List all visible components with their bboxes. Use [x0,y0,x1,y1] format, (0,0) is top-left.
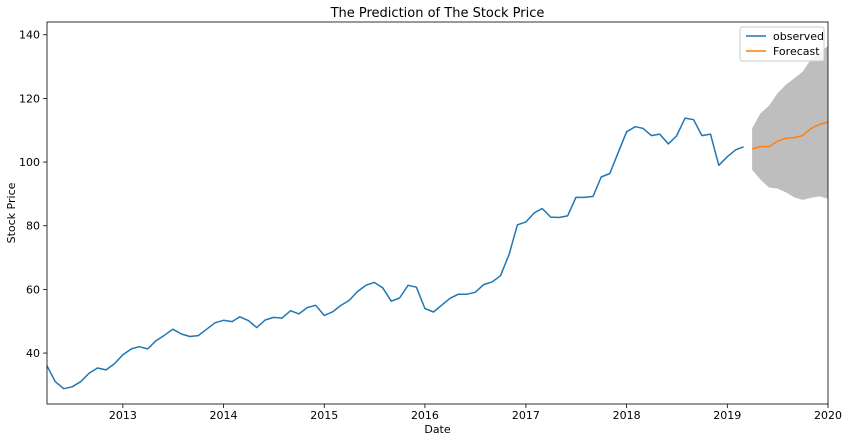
legend: observed Forecast [739,26,825,62]
legend-label-observed: observed [773,30,824,43]
chart-title: The Prediction of The Stock Price [330,6,545,21]
y-tick-label: 140 [19,29,40,42]
forecast-confidence-band [752,45,828,200]
x-tick-label: 2016 [411,409,439,422]
legend-label-forecast: Forecast [773,45,820,58]
x-tick-label: 2020 [814,409,842,422]
x-tick-label: 2019 [713,409,741,422]
y-tick-label: 40 [26,347,40,360]
x-tick-label: 2013 [109,409,137,422]
x-tick-label: 2015 [310,409,338,422]
confidence-interval-layer [752,45,828,200]
x-tick-label: 2014 [210,409,238,422]
y-tick-label: 80 [26,220,40,233]
y-axis: 40 60 80 100 120 140 [19,29,47,360]
y-tick-label: 120 [19,92,40,105]
x-axis: 2013 2014 2015 2016 2017 2018 2019 2020 [109,404,842,422]
x-axis-title: Date [424,423,451,436]
plot-area-frame [46,21,829,405]
series-layer [46,117,829,390]
observed-series-line [46,117,744,390]
x-tick-label: 2018 [613,409,641,422]
y-axis-title: Stock Price [5,182,18,243]
forecast-series-line [751,121,829,150]
y-tick-label: 60 [26,283,40,296]
y-tick-label: 100 [19,156,40,169]
x-tick-label: 2017 [512,409,540,422]
